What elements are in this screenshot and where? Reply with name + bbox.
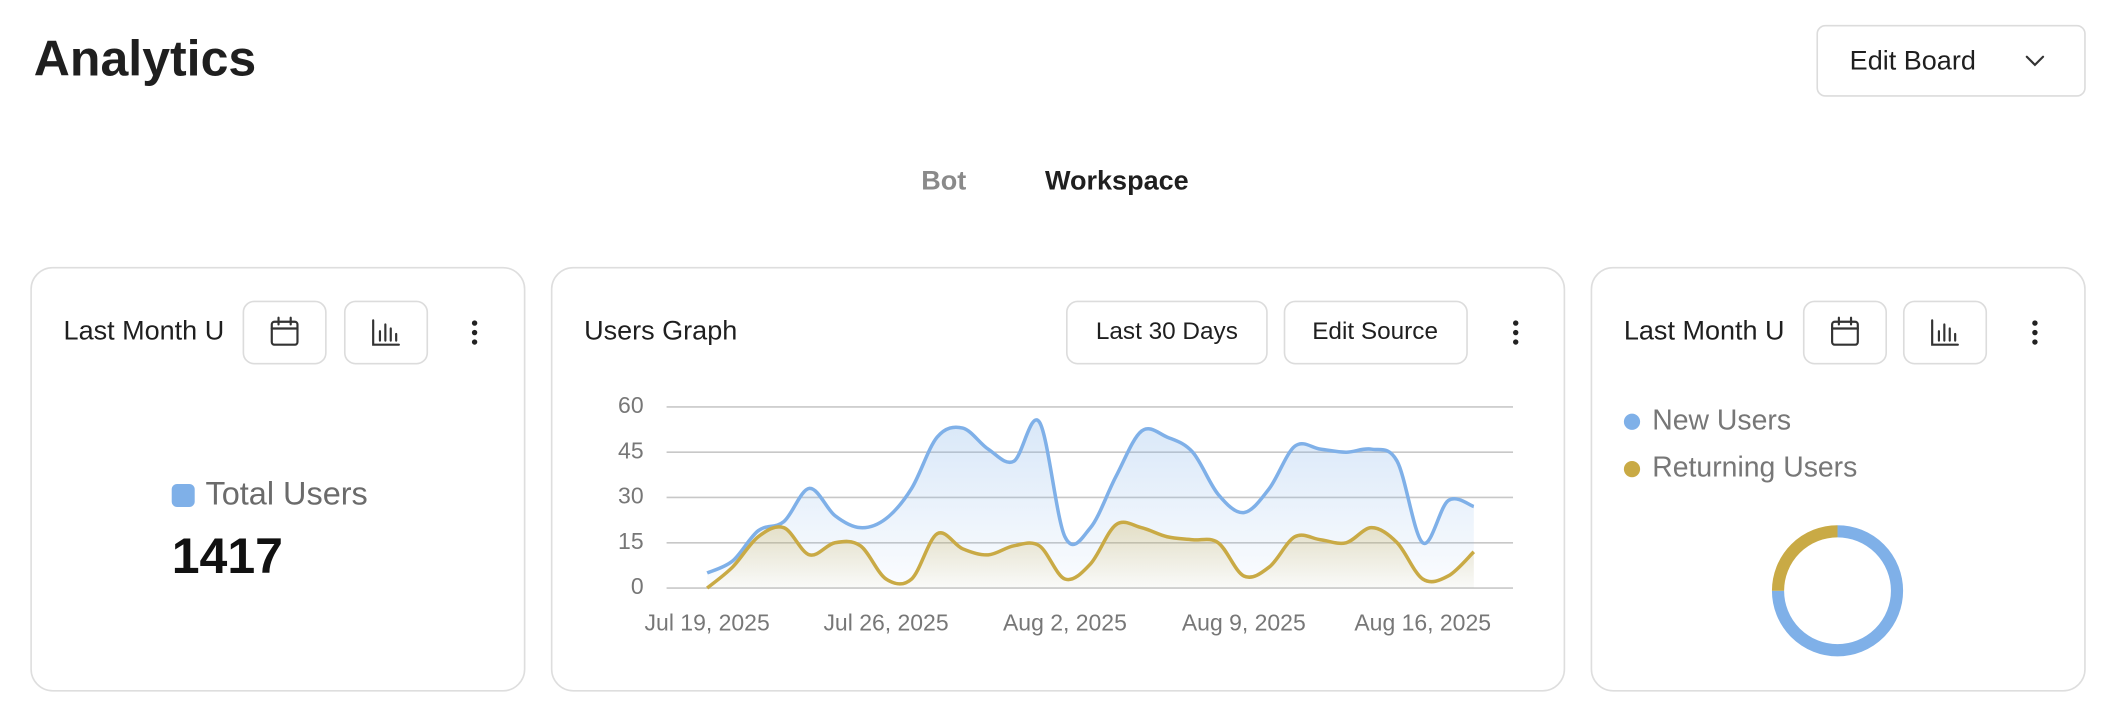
- y-tick-label: 45: [618, 437, 644, 463]
- legend-dot: [1623, 460, 1641, 478]
- y-tick-label: 15: [618, 528, 644, 554]
- calendar-icon[interactable]: [270, 320, 299, 346]
- dot[interactable]: [471, 339, 478, 345]
- x-tick-label: Jul 19, 2025: [645, 610, 770, 636]
- edit-board-button[interactable]: Edit Board: [1816, 24, 2086, 97]
- metric-value: 1417: [172, 528, 283, 584]
- chart-icon[interactable]: [1931, 319, 1959, 346]
- dot[interactable]: [471, 320, 478, 326]
- calendar-button[interactable]: [1802, 300, 1888, 365]
- y-tick-label: 60: [618, 392, 644, 418]
- dot[interactable]: [2032, 329, 2038, 336]
- button-frame[interactable]: [1802, 300, 1888, 365]
- more-menu[interactable]: [471, 320, 478, 345]
- button-frame[interactable]: [1816, 24, 2086, 97]
- legend-label: Returning Users: [1652, 452, 1857, 484]
- series-line: [706, 418, 1475, 575]
- x-tick-label: Aug 2, 2025: [1003, 610, 1127, 636]
- page-title: Analytics: [34, 30, 256, 86]
- tab-active[interactable]: Workspace: [1045, 166, 1189, 196]
- x-tick-label: Aug 9, 2025: [1182, 610, 1306, 636]
- chart-button[interactable]: [343, 300, 429, 365]
- button-frame[interactable]: [1066, 300, 1268, 365]
- dot[interactable]: [1513, 320, 1519, 326]
- button-frame[interactable]: [242, 300, 327, 365]
- card-title: Last Month U: [1624, 316, 1785, 346]
- button-label[interactable]: Edit Board: [1850, 45, 1976, 75]
- dot[interactable]: [471, 329, 478, 336]
- calendar-icon[interactable]: [1831, 320, 1859, 346]
- series-area: [707, 522, 1474, 589]
- series-area: [707, 419, 1474, 589]
- y-tick-label: 30: [618, 483, 644, 509]
- donut-segment: [1771, 525, 1904, 657]
- x-tick-label: Jul 26, 2025: [823, 610, 948, 636]
- users-donut: New Users Returning Users: [1623, 404, 1904, 657]
- tab[interactable]: Bot: [921, 166, 966, 196]
- dot[interactable]: [2032, 320, 2038, 326]
- chart-button[interactable]: [1902, 300, 1988, 365]
- dot[interactable]: [1513, 329, 1519, 336]
- more-menu[interactable]: [2032, 320, 2038, 345]
- button-frame[interactable]: [1283, 300, 1468, 365]
- card-title: Last Month U: [64, 316, 225, 346]
- users-graph: 0 15 30 45 60 Jul 19, 2025 Jul 26, 2025 Aug 2, …: [618, 392, 1514, 636]
- dot[interactable]: [2032, 339, 2038, 345]
- legend-label: New Users: [1652, 404, 1791, 436]
- card: [30, 266, 526, 692]
- card: [1590, 266, 2086, 692]
- edit-source-button[interactable]: Edit Source: [1312, 318, 1438, 345]
- more-menu[interactable]: [1513, 320, 1519, 345]
- dot[interactable]: [1513, 339, 1519, 345]
- card-title: Users Graph: [584, 316, 737, 346]
- donut-segment: [1771, 525, 1838, 591]
- x-tick-label: Aug 16, 2025: [1354, 610, 1491, 636]
- chart-icon[interactable]: [372, 319, 400, 346]
- calendar-icon[interactable]: [1831, 316, 1859, 330]
- series-line: [706, 520, 1476, 590]
- range-button[interactable]: Last 30 Days: [1096, 318, 1238, 345]
- calendar-icon[interactable]: [270, 316, 299, 330]
- legend-dot: [1623, 413, 1641, 430]
- legend-label: Total Users: [206, 476, 368, 512]
- legend-swatch: [171, 483, 195, 507]
- y-tick-label: 0: [631, 573, 644, 599]
- calendar-button[interactable]: [242, 300, 327, 365]
- chevron-icon[interactable]: [2025, 55, 2045, 67]
